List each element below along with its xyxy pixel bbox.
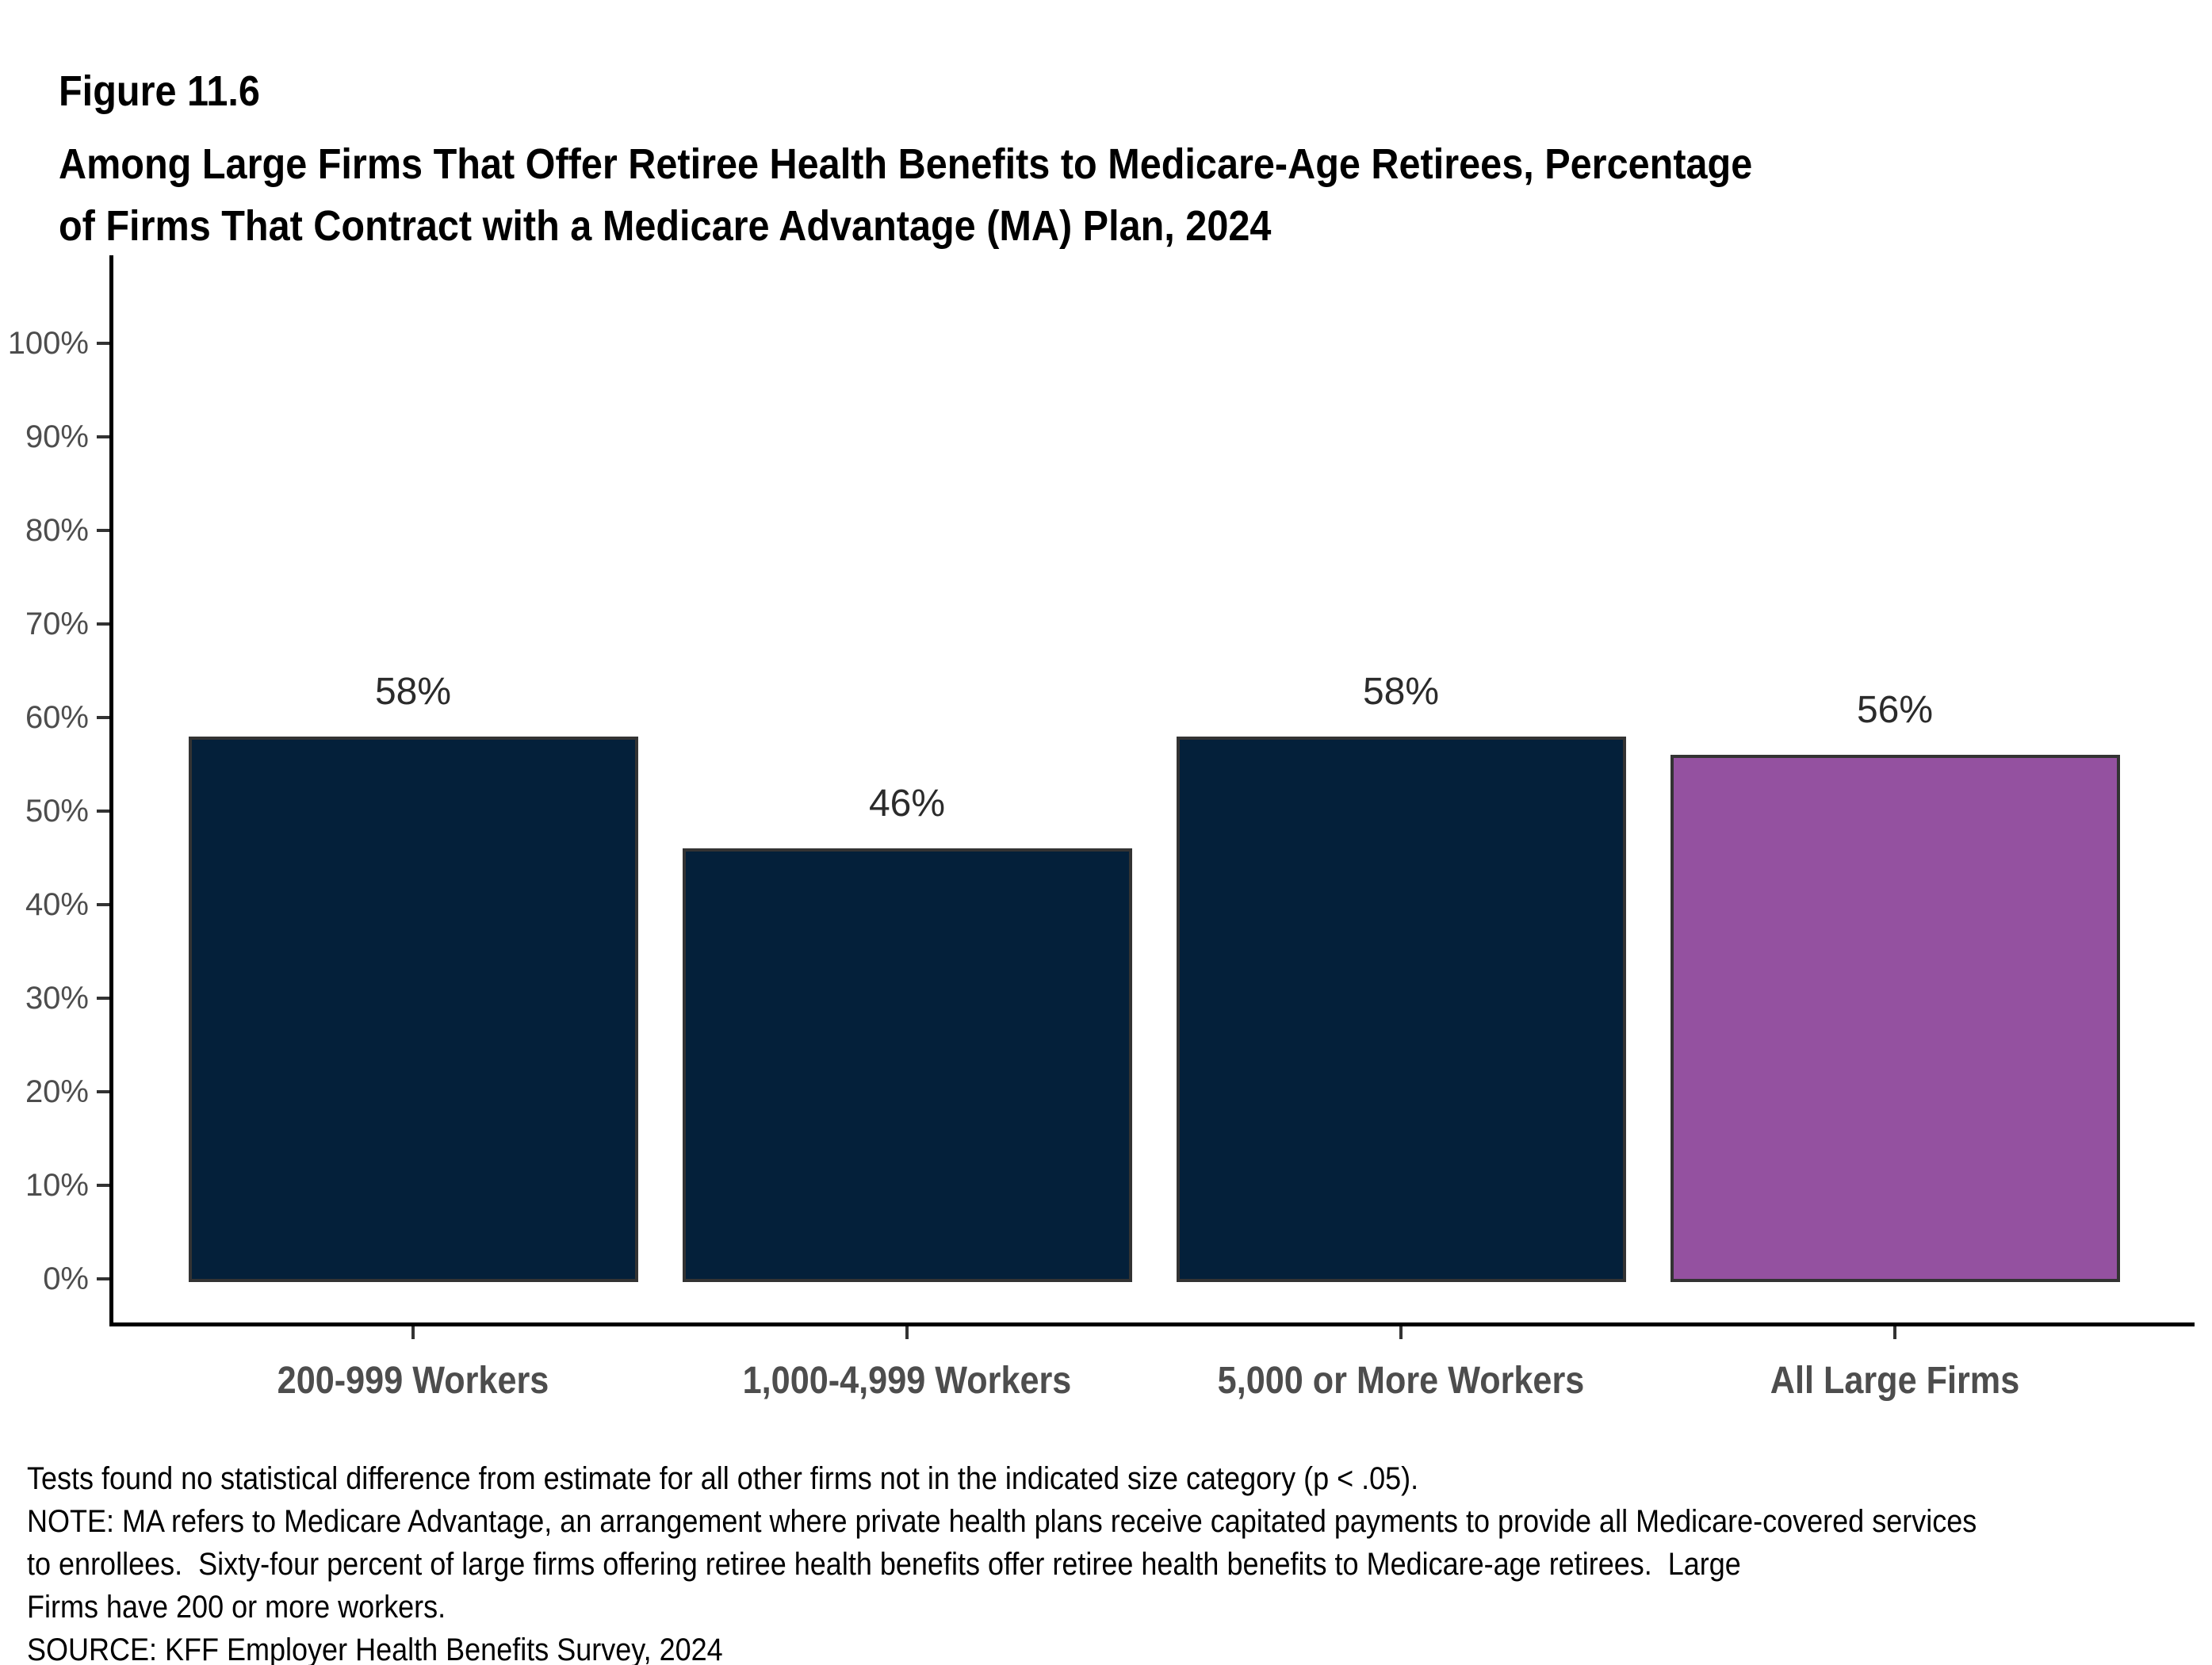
footnotes: Tests found no statistical difference fr… bbox=[27, 1457, 2193, 1665]
y-tick bbox=[97, 622, 109, 626]
figure-number: Figure 11.6 bbox=[59, 67, 260, 115]
footnote-line: to enrollees. Sixty-four percent of larg… bbox=[27, 1547, 1741, 1582]
y-tick-label: 60% bbox=[25, 700, 89, 735]
bar-1-000-4-999-workers bbox=[682, 848, 1132, 1282]
y-tick bbox=[97, 997, 109, 1000]
bar-5-000-or-more-workers bbox=[1176, 736, 1626, 1282]
y-tick bbox=[97, 529, 109, 532]
x-axis-line bbox=[109, 1322, 2195, 1326]
x-tick bbox=[411, 1326, 415, 1339]
y-tick-label: 70% bbox=[25, 607, 89, 641]
y-tick-label: 0% bbox=[43, 1261, 89, 1296]
bar-value-label: 58% bbox=[374, 670, 452, 713]
y-axis-line bbox=[109, 255, 113, 1326]
footnote-line: Tests found no statistical difference fr… bbox=[27, 1461, 1419, 1496]
y-tick-label: 10% bbox=[25, 1168, 89, 1203]
y-tick-label: 50% bbox=[25, 794, 89, 829]
figure-title-line-2: of Firms That Contract with a Medicare A… bbox=[59, 202, 1272, 250]
y-tick bbox=[97, 903, 109, 906]
x-axis-label: 5,000 or More Workers bbox=[1217, 1360, 1585, 1402]
y-tick-label: 30% bbox=[25, 981, 89, 1016]
x-axis-label: All Large Firms bbox=[1770, 1360, 2020, 1402]
bar-value-label: 46% bbox=[868, 783, 946, 825]
y-tick-label: 20% bbox=[25, 1074, 89, 1109]
figure-title: Among Large Firms That Offer Retiree Hea… bbox=[59, 133, 1941, 257]
bar-value-label: 58% bbox=[1362, 670, 1440, 713]
y-tick-label: 90% bbox=[25, 419, 89, 454]
bar-200-999-workers bbox=[188, 736, 638, 1282]
y-tick bbox=[97, 1090, 109, 1093]
footnote-line: SOURCE: KFF Employer Health Benefits Sur… bbox=[27, 1632, 723, 1665]
x-axis-label: 1,000-4,999 Workers bbox=[742, 1360, 1072, 1402]
y-tick-label: 100% bbox=[7, 326, 89, 361]
y-tick-label: 40% bbox=[25, 887, 89, 922]
y-tick bbox=[97, 435, 109, 438]
y-tick bbox=[97, 342, 109, 345]
x-axis-label: 200-999 Workers bbox=[277, 1360, 549, 1402]
y-tick bbox=[97, 810, 109, 813]
y-tick-label: 80% bbox=[25, 513, 89, 548]
bar-value-label: 56% bbox=[1856, 689, 1934, 732]
y-tick bbox=[97, 1184, 109, 1187]
x-tick bbox=[1399, 1326, 1403, 1339]
figure-title-line-1: Among Large Firms That Offer Retiree Hea… bbox=[59, 140, 1753, 188]
x-tick bbox=[905, 1326, 909, 1339]
y-tick bbox=[97, 1277, 109, 1280]
footnote-line: NOTE: MA refers to Medicare Advantage, a… bbox=[27, 1504, 1977, 1539]
bar-all-large-firms bbox=[1670, 755, 2120, 1282]
footnote-line: Firms have 200 or more workers. bbox=[27, 1590, 446, 1625]
y-tick bbox=[97, 716, 109, 719]
x-tick bbox=[1893, 1326, 1896, 1339]
